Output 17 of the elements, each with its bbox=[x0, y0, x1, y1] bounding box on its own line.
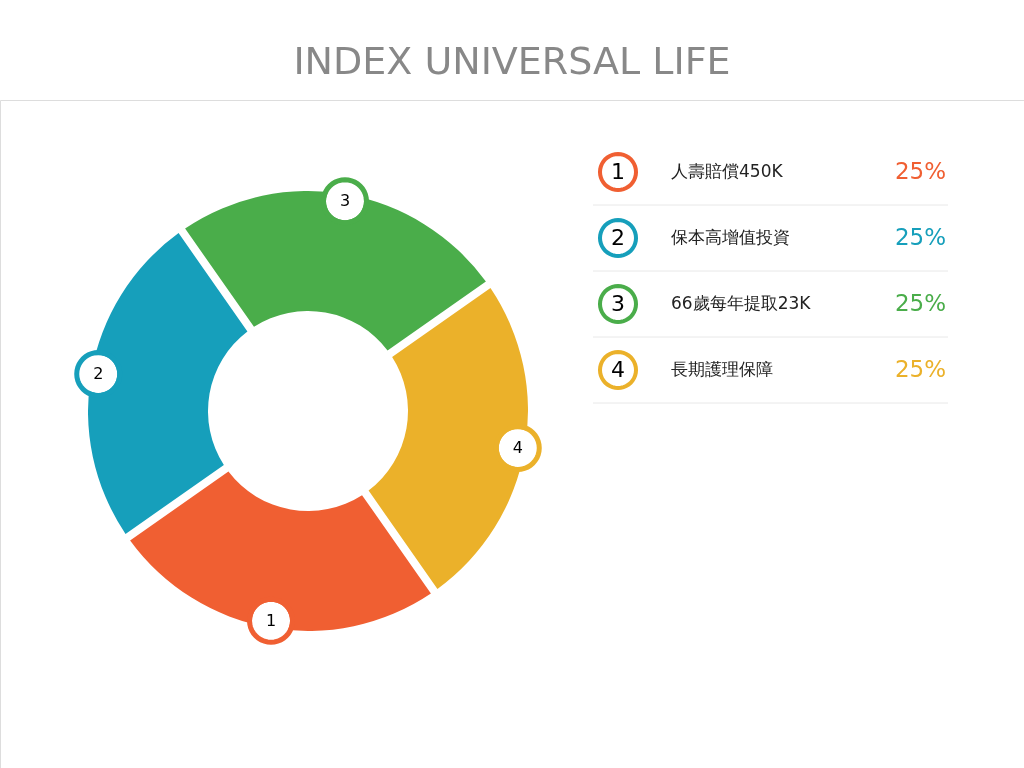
text: 1 bbox=[611, 159, 625, 184]
text: 4 bbox=[512, 437, 523, 457]
legend-label: 保本高增值投資 bbox=[671, 227, 790, 247]
data-label: 25% bbox=[894, 158, 946, 184]
legend-label: 人壽賠償450K bbox=[671, 161, 784, 181]
text: 3 bbox=[339, 191, 351, 211]
text: 3 bbox=[611, 291, 625, 316]
text: 2 bbox=[93, 364, 104, 384]
legend-label: 66歲每年提取23K bbox=[671, 293, 812, 313]
data-label: 25% bbox=[894, 356, 946, 382]
chart-title: INDEX UNIVERSAL LIFE bbox=[293, 39, 731, 83]
data-label: 25% bbox=[894, 224, 946, 250]
text: 1 bbox=[265, 610, 277, 630]
text: 4 bbox=[611, 357, 625, 382]
text: 2 bbox=[611, 225, 625, 250]
legend-label: 長期護理保障 bbox=[671, 359, 773, 379]
data-label: 25% bbox=[894, 290, 946, 316]
